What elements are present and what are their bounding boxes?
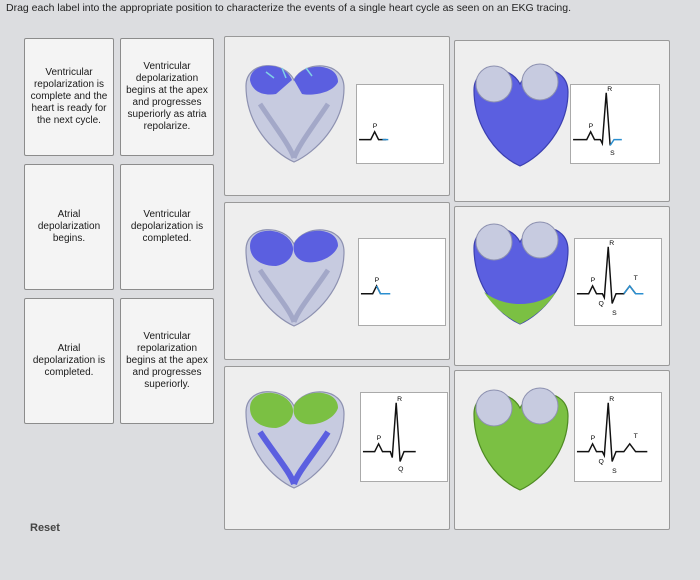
ekg-s-letter: S: [610, 150, 615, 157]
ekg-s-letter: S: [612, 468, 617, 475]
ekg-p-letter: P: [591, 435, 596, 442]
ekg-r-letter: R: [609, 396, 614, 403]
ekg-p-letter: P: [373, 123, 378, 130]
heart-diagram-5: [245, 391, 345, 489]
ekg-r-letter: R: [397, 396, 402, 403]
label-card-ventricular-repolarization-complete[interactable]: Ventricular repolarization is complete a…: [24, 38, 114, 156]
ekg-tracing-2: P R S: [570, 84, 660, 164]
ekg-t-letter: T: [634, 433, 639, 440]
ekg-t-letter: T: [634, 275, 639, 282]
ekg-p-letter: P: [377, 435, 382, 442]
heart-diagram-3: [245, 229, 345, 327]
heart-diagram-1: [245, 65, 345, 163]
heart-diagram-6: [473, 387, 569, 491]
ekg-r-letter: R: [609, 240, 614, 247]
ekg-q-letter: Q: [398, 466, 403, 473]
label-card-atrial-depolarization-completed[interactable]: Atrial depolarization is completed.: [24, 298, 114, 424]
ekg-tracing-6: P R Q S T: [574, 392, 662, 482]
label-card-ventricular-repolarization-begins[interactable]: Ventricular repolarization begins at the…: [120, 298, 214, 424]
ekg-p-letter: P: [589, 123, 594, 130]
ekg-p-letter: P: [375, 277, 380, 284]
ekg-tracing-5: P R Q: [360, 392, 448, 482]
instruction-text: Drag each label into the appropriate pos…: [6, 2, 572, 14]
heart-diagram-2: [473, 63, 569, 167]
ekg-tracing-4: P R Q S T: [574, 238, 662, 326]
label-card-atrial-depolarization-begins[interactable]: Atrial depolarization begins.: [24, 164, 114, 290]
ekg-q-letter: Q: [598, 458, 603, 465]
label-card-ventricular-depolarization-begins[interactable]: Ventricular depolarization begins at the…: [120, 38, 214, 156]
ekg-tracing-3: P: [358, 238, 446, 326]
ekg-tracing-1: P: [356, 84, 444, 164]
heart-diagram-4: [473, 221, 569, 325]
ekg-r-letter: R: [607, 86, 612, 93]
label-card-ventricular-depolarization-completed[interactable]: Ventricular depolarization is completed.: [120, 164, 214, 290]
ekg-p-letter: P: [591, 277, 596, 284]
reset-button[interactable]: Reset: [30, 522, 60, 534]
ekg-s-letter: S: [612, 310, 617, 317]
ekg-q-letter: Q: [598, 300, 603, 307]
